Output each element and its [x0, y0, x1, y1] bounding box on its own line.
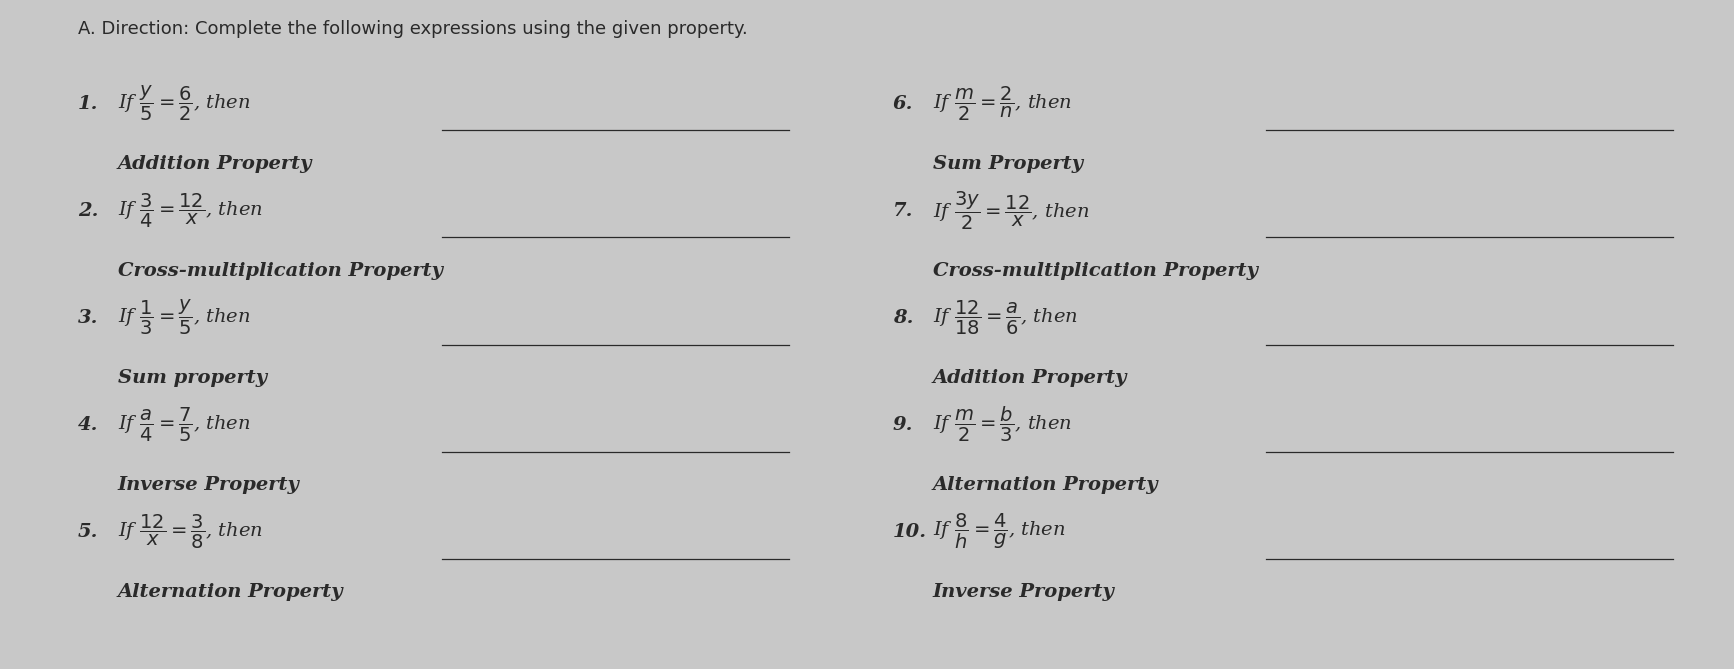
- Text: Cross-multiplication Property: Cross-multiplication Property: [118, 262, 442, 280]
- Text: If $\dfrac{12}{18}=\dfrac{a}{6}$, then: If $\dfrac{12}{18}=\dfrac{a}{6}$, then: [933, 299, 1079, 337]
- Text: If $\dfrac{3}{4}=\dfrac{12}{x}$, then: If $\dfrac{3}{4}=\dfrac{12}{x}$, then: [118, 192, 264, 229]
- Text: 1.: 1.: [78, 95, 99, 112]
- Text: If $\dfrac{y}{5}=\dfrac{6}{2}$, then: If $\dfrac{y}{5}=\dfrac{6}{2}$, then: [118, 84, 250, 123]
- Text: Sum Property: Sum Property: [933, 155, 1084, 173]
- Text: 2.: 2.: [78, 202, 99, 219]
- Text: If $\dfrac{3y}{2}=\dfrac{12}{x}$, then: If $\dfrac{3y}{2}=\dfrac{12}{x}$, then: [933, 190, 1089, 231]
- Text: Cross-multiplication Property: Cross-multiplication Property: [933, 262, 1257, 280]
- Text: Alternation Property: Alternation Property: [933, 476, 1158, 494]
- Text: If $\dfrac{a}{4}=\dfrac{7}{5}$, then: If $\dfrac{a}{4}=\dfrac{7}{5}$, then: [118, 406, 250, 444]
- Text: Alternation Property: Alternation Property: [118, 583, 343, 601]
- Text: If $\dfrac{1}{3}=\dfrac{y}{5}$, then: If $\dfrac{1}{3}=\dfrac{y}{5}$, then: [118, 298, 250, 337]
- Text: Addition Property: Addition Property: [933, 369, 1127, 387]
- Text: 6.: 6.: [893, 95, 914, 112]
- Text: If $\dfrac{m}{2}=\dfrac{2}{n}$, then: If $\dfrac{m}{2}=\dfrac{2}{n}$, then: [933, 85, 1072, 122]
- Text: If $\dfrac{m}{2}=\dfrac{b}{3}$, then: If $\dfrac{m}{2}=\dfrac{b}{3}$, then: [933, 405, 1072, 444]
- Text: 5.: 5.: [78, 523, 99, 541]
- Text: Addition Property: Addition Property: [118, 155, 312, 173]
- Text: If $\dfrac{8}{h}=\dfrac{4}{g}$, then: If $\dfrac{8}{h}=\dfrac{4}{g}$, then: [933, 512, 1065, 551]
- Text: Inverse Property: Inverse Property: [933, 583, 1115, 601]
- Text: 4.: 4.: [78, 416, 99, 434]
- Text: 7.: 7.: [893, 202, 914, 219]
- Text: 10.: 10.: [893, 523, 928, 541]
- Text: 8.: 8.: [893, 309, 914, 326]
- Text: A. Direction: Complete the following expressions using the given property.: A. Direction: Complete the following exp…: [78, 20, 747, 38]
- Text: 9.: 9.: [893, 416, 914, 434]
- Text: Sum property: Sum property: [118, 369, 267, 387]
- Text: Inverse Property: Inverse Property: [118, 476, 300, 494]
- Text: 3.: 3.: [78, 309, 99, 326]
- Text: If $\dfrac{12}{x}=\dfrac{3}{8}$, then: If $\dfrac{12}{x}=\dfrac{3}{8}$, then: [118, 513, 264, 551]
